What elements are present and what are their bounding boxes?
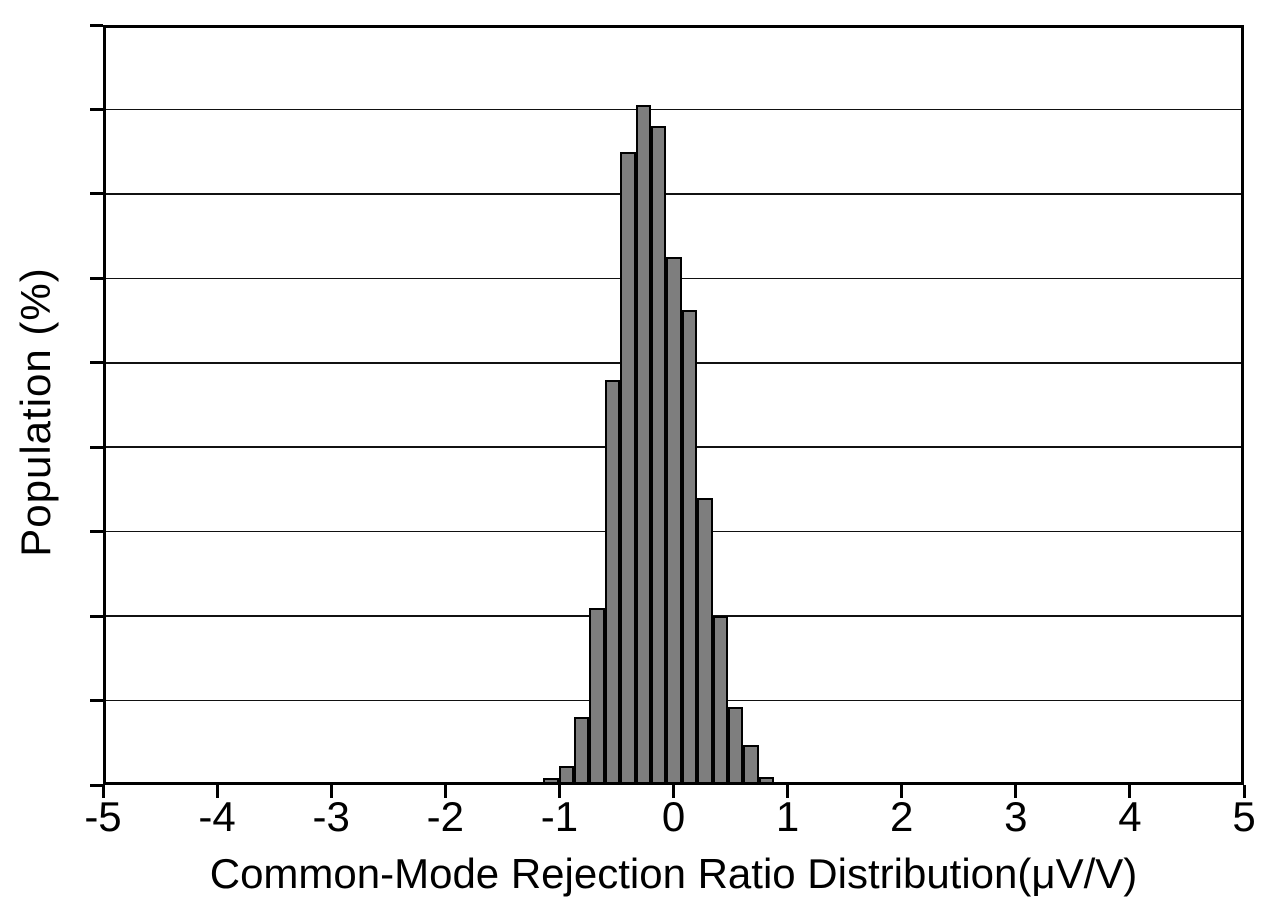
histogram-bar [620, 151, 636, 785]
x-tick-label: -2 [426, 793, 464, 840]
y-axis-tick [90, 445, 103, 449]
x-tick-label: -1 [540, 793, 579, 840]
histogram-bar [604, 379, 621, 785]
x-axis-tick [1014, 785, 1018, 798]
x-axis-tick [215, 785, 219, 798]
x-axis-title: Common-Mode Rejection Ratio Distribution… [209, 850, 1138, 897]
y-axis-tick [90, 107, 103, 111]
histogram-bar [712, 616, 728, 785]
x-tick-label: -5 [84, 793, 122, 840]
y-gridline [103, 108, 1244, 111]
histogram-bar [650, 126, 667, 785]
y-axis-tick [90, 192, 103, 196]
histogram-bar [697, 497, 713, 785]
x-tick-label: -3 [312, 793, 350, 840]
x-tick-label: 1 [775, 793, 800, 840]
x-tick-label: 5 [1232, 793, 1256, 840]
y-gridline [103, 193, 1244, 195]
x-tick-label: 0 [661, 793, 686, 840]
x-axis-tick [672, 785, 675, 798]
x-axis-tick [443, 785, 447, 798]
x-axis-tick [329, 785, 333, 798]
y-axis-tick [90, 361, 103, 365]
histogram-bar [743, 744, 759, 785]
x-axis-tick [557, 785, 561, 798]
y-axis-title: Population (%) [12, 267, 59, 557]
histogram-bar [589, 607, 605, 785]
y-axis-tick [90, 614, 103, 618]
x-tick-label: 4 [1118, 793, 1142, 840]
y-axis-tick [90, 783, 103, 787]
x-tick-label: -4 [198, 793, 236, 840]
histogram-bar [681, 310, 698, 785]
y-axis-tick [90, 699, 103, 703]
histogram-bar [573, 717, 590, 785]
x-axis-tick [1128, 785, 1132, 798]
y-axis-tick [90, 23, 103, 27]
x-axis-tick [1242, 785, 1246, 798]
histogram-bar [558, 766, 574, 785]
histogram-bar [758, 776, 775, 785]
x-tick-label: 3 [1004, 793, 1028, 840]
x-axis-tick [900, 785, 904, 798]
histogram-bar [543, 777, 559, 785]
histogram-bar [727, 706, 744, 785]
x-axis-tick [786, 785, 790, 798]
x-axis-tick [101, 785, 105, 798]
x-tick-label: 2 [890, 793, 914, 840]
histogram-bar [635, 105, 651, 785]
y-axis-tick [90, 276, 103, 280]
histogram-bar [666, 257, 682, 785]
y-axis-tick [90, 530, 103, 534]
